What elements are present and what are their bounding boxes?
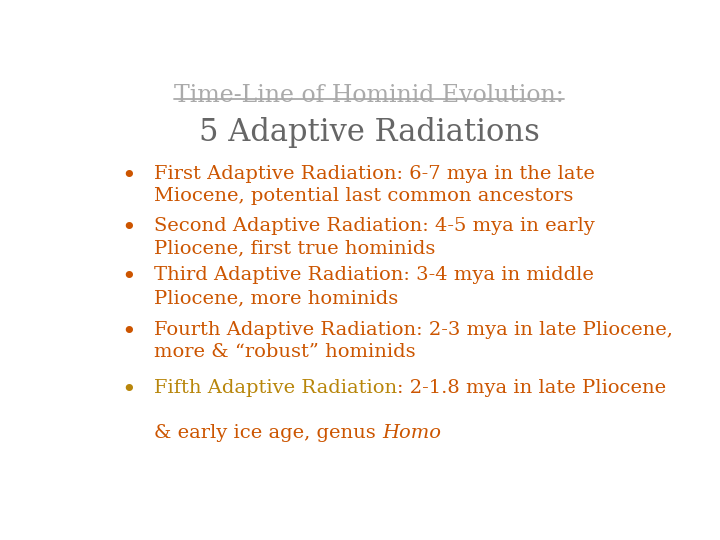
FancyBboxPatch shape xyxy=(81,58,657,487)
Text: First Adaptive Radiation: 6-7 mya in the late
Miocene, potential last common anc: First Adaptive Radiation: 6-7 mya in the… xyxy=(154,165,595,206)
Text: : 2-1.8 mya in late Pliocene: : 2-1.8 mya in late Pliocene xyxy=(397,379,667,397)
Text: Fifth Adaptive Radiation: Fifth Adaptive Radiation xyxy=(154,379,397,397)
Text: •: • xyxy=(122,165,136,187)
Text: •: • xyxy=(122,379,136,402)
Text: & early ice age, genus: & early ice age, genus xyxy=(154,424,382,442)
Text: Fourth Adaptive Radiation: 2-3 mya in late Pliocene,
more & “robust” hominids: Fourth Adaptive Radiation: 2-3 mya in la… xyxy=(154,321,673,361)
Text: Second Adaptive Radiation: 4-5 mya in early
Pliocene, first true hominids: Second Adaptive Radiation: 4-5 mya in ea… xyxy=(154,217,595,258)
Text: •: • xyxy=(122,217,136,240)
Text: 5 Adaptive Radiations: 5 Adaptive Radiations xyxy=(199,117,539,148)
Text: •: • xyxy=(122,321,136,343)
Text: •: • xyxy=(122,266,136,289)
Text: Time-Line of Hominid Evolution:: Time-Line of Hominid Evolution: xyxy=(174,84,564,106)
Text: Third Adaptive Radiation: 3-4 mya in middle
Pliocene, more hominids: Third Adaptive Radiation: 3-4 mya in mid… xyxy=(154,266,594,307)
Text: Homo: Homo xyxy=(382,424,441,442)
